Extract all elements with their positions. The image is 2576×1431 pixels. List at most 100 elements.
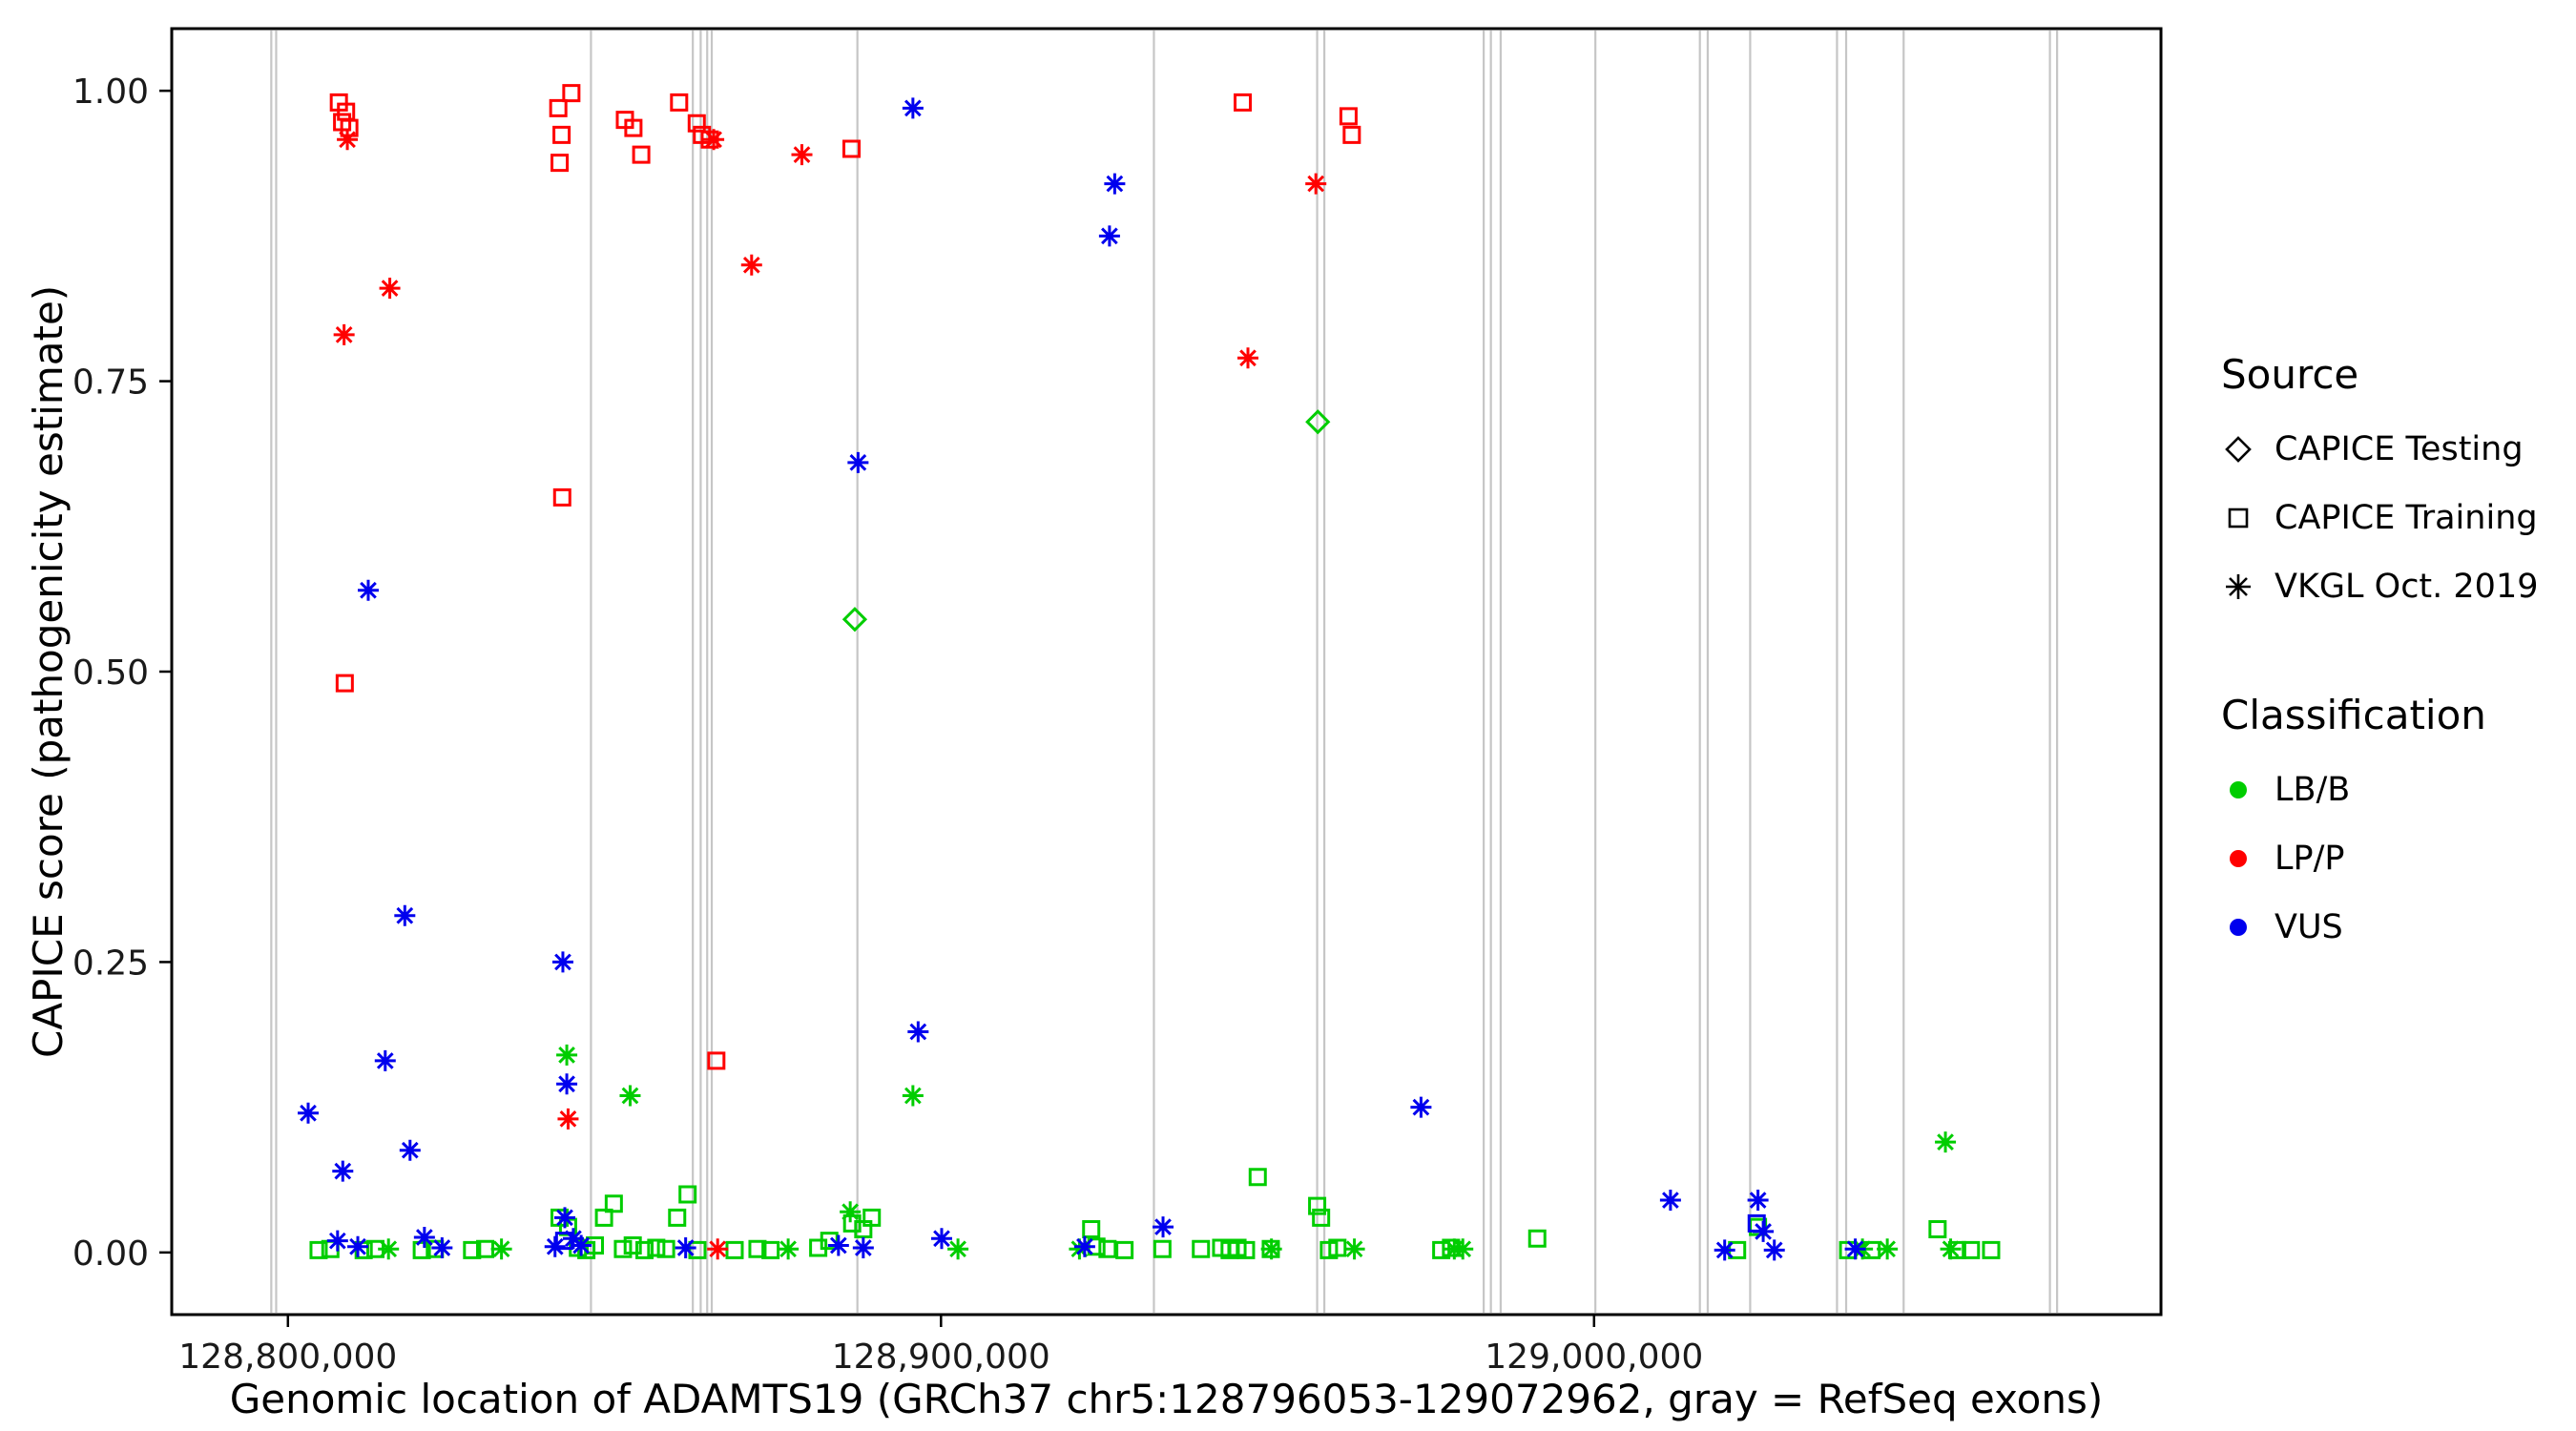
data-point bbox=[1234, 93, 1253, 112]
data-point bbox=[551, 951, 573, 973]
data-point bbox=[374, 1049, 396, 1071]
data-point bbox=[577, 1240, 596, 1259]
legend-item-label: LB/B bbox=[2275, 771, 2351, 809]
data-point bbox=[1328, 1238, 1347, 1257]
data-point bbox=[930, 1228, 952, 1250]
data-point bbox=[1714, 1239, 1735, 1261]
green-dot-icon bbox=[2230, 781, 2247, 798]
data-point bbox=[907, 1021, 929, 1043]
data-point bbox=[615, 111, 634, 130]
data-point bbox=[329, 93, 348, 112]
data-point bbox=[1308, 1196, 1327, 1215]
data-point bbox=[1073, 1235, 1095, 1257]
x-tick-label: 129,000,000 bbox=[1485, 1338, 1703, 1377]
y-tick-label: 0.75 bbox=[73, 363, 149, 403]
data-point bbox=[557, 1108, 579, 1130]
data-point bbox=[635, 1240, 654, 1259]
data-point bbox=[632, 145, 651, 164]
data-point bbox=[1728, 1240, 1747, 1259]
data-point bbox=[1935, 1131, 1957, 1153]
data-point bbox=[1305, 409, 1331, 435]
data-point bbox=[707, 1051, 726, 1070]
data-point bbox=[337, 129, 359, 151]
data-point bbox=[413, 1227, 435, 1249]
data-point bbox=[862, 1208, 882, 1227]
x-tick-label: 128,800,000 bbox=[178, 1338, 397, 1377]
data-point bbox=[1248, 1168, 1267, 1187]
legend-item-label: LP/P bbox=[2275, 840, 2345, 878]
y-tick-label: 0.25 bbox=[73, 944, 149, 983]
red-dot-icon bbox=[2230, 850, 2247, 867]
data-point bbox=[604, 1194, 623, 1213]
data-point bbox=[333, 113, 352, 132]
legend-item-vkgl: VKGL Oct. 2019 bbox=[2221, 552, 2574, 621]
data-point bbox=[1753, 1220, 1775, 1242]
panel-border bbox=[170, 27, 2163, 1317]
data-point bbox=[1877, 1238, 1899, 1260]
data-point bbox=[852, 1236, 874, 1258]
data-point bbox=[1962, 1240, 1981, 1259]
data-point bbox=[1763, 1239, 1785, 1261]
legend-item-label: VKGL Oct. 2019 bbox=[2275, 568, 2539, 606]
data-point bbox=[544, 1235, 566, 1257]
data-point bbox=[1153, 1216, 1174, 1238]
data-point bbox=[827, 1234, 849, 1256]
data-point bbox=[1098, 225, 1120, 247]
data-point bbox=[551, 1208, 570, 1227]
data-point bbox=[678, 1185, 697, 1204]
data-point bbox=[1260, 1238, 1282, 1260]
legend-item-vus: VUS bbox=[2221, 893, 2574, 962]
data-point bbox=[1069, 1238, 1091, 1260]
legend-item-lpp: LP/P bbox=[2221, 824, 2574, 893]
legend: Source CAPICE Testing CAPICE Training VK… bbox=[2221, 351, 2574, 962]
data-point bbox=[298, 1102, 320, 1124]
data-point bbox=[1844, 1238, 1866, 1260]
data-point bbox=[1098, 1239, 1117, 1258]
y-tick-label: 0.00 bbox=[73, 1234, 149, 1274]
data-point bbox=[1747, 1190, 1769, 1212]
data-point bbox=[902, 97, 924, 119]
asterisk-icon bbox=[2226, 574, 2251, 599]
data-point bbox=[1342, 125, 1361, 144]
data-point bbox=[623, 1236, 642, 1255]
data-point bbox=[335, 674, 354, 693]
data-point bbox=[1237, 347, 1259, 369]
data-point bbox=[1452, 1238, 1474, 1260]
data-point bbox=[333, 323, 355, 345]
y-tick-label: 0.50 bbox=[73, 653, 149, 693]
data-point bbox=[552, 487, 571, 507]
legend-item-label: CAPICE Testing bbox=[2275, 430, 2524, 468]
data-point bbox=[740, 254, 762, 276]
data-point bbox=[1527, 1229, 1547, 1248]
data-point bbox=[1082, 1220, 1101, 1238]
square-icon bbox=[2228, 508, 2249, 529]
data-point bbox=[1153, 1239, 1172, 1258]
data-point bbox=[847, 451, 869, 473]
y-axis-title: CAPICE score (pathogenicity estimate) bbox=[25, 284, 72, 1059]
data-point bbox=[1410, 1096, 1432, 1118]
legend-classification-title: Classification bbox=[2221, 692, 2486, 738]
data-point bbox=[854, 1220, 873, 1238]
data-point bbox=[340, 118, 359, 137]
data-point bbox=[1319, 1240, 1339, 1259]
x-tick-label: 128,900,000 bbox=[832, 1338, 1050, 1377]
data-point bbox=[778, 1238, 800, 1260]
data-point bbox=[725, 1240, 744, 1259]
data-point bbox=[552, 125, 571, 144]
legend-source-title: Source bbox=[2221, 351, 2359, 398]
data-point bbox=[842, 139, 862, 158]
data-point bbox=[562, 84, 581, 103]
data-point bbox=[556, 1044, 578, 1066]
legend-gap bbox=[2221, 621, 2574, 692]
data-point bbox=[841, 607, 868, 633]
legend-item-lbb: LB/B bbox=[2221, 756, 2574, 824]
data-point bbox=[668, 1208, 687, 1227]
data-point bbox=[326, 1230, 348, 1252]
data-point bbox=[840, 1201, 862, 1223]
legend-item-capice-training: CAPICE Training bbox=[2221, 484, 2574, 552]
data-point bbox=[1982, 1240, 2001, 1259]
data-point bbox=[707, 1238, 729, 1260]
data-point bbox=[1659, 1190, 1681, 1212]
data-point bbox=[1236, 1240, 1256, 1259]
data-point bbox=[394, 904, 416, 926]
